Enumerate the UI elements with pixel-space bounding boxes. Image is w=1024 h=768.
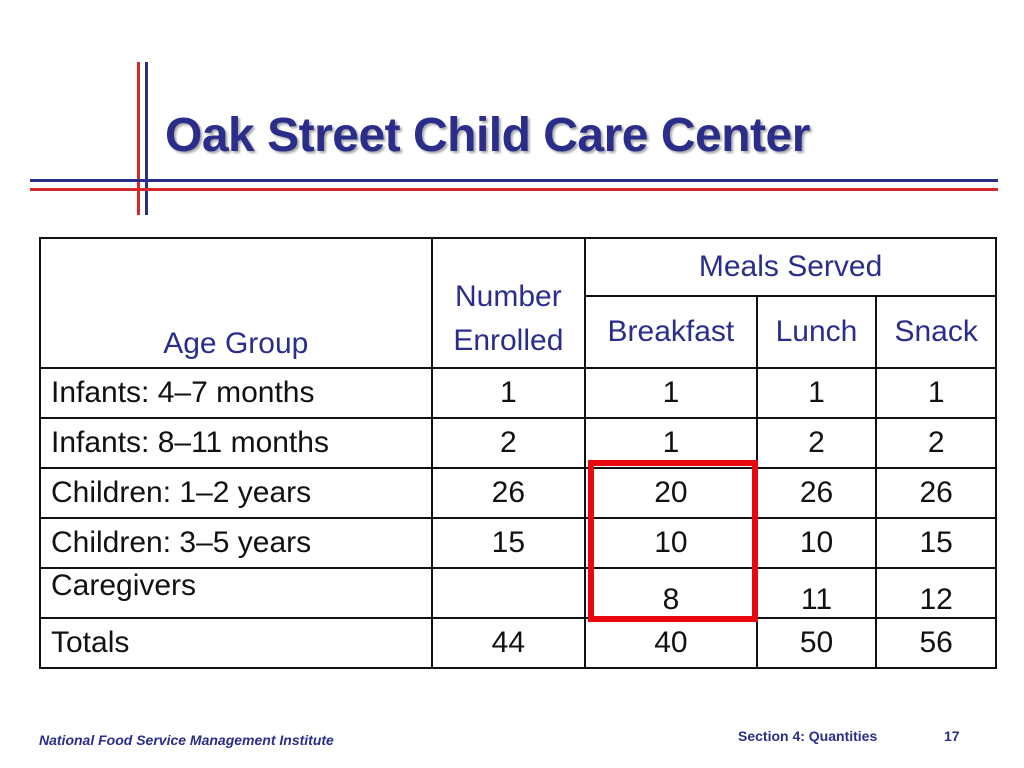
cell-lunch: 11 xyxy=(755,567,878,619)
header-breakfast: Breakfast xyxy=(584,295,758,369)
breakfast-highlight-box xyxy=(588,460,758,622)
slide-title: Oak Street Child Care Center xyxy=(165,109,810,162)
cell-breakfast: 1 xyxy=(584,367,758,419)
row-label: Infants: 8–11 months xyxy=(39,417,433,469)
cell-breakfast: 20 xyxy=(584,467,758,519)
cell-breakfast: 40 xyxy=(584,617,758,669)
row-label: Children: 1–2 years xyxy=(39,467,433,519)
cell-lunch: 50 xyxy=(755,617,878,669)
cell-snack: 1 xyxy=(875,367,997,419)
decorative-horizontal-red-line xyxy=(30,188,998,191)
cell-lunch: 2 xyxy=(755,417,878,469)
decorative-vertical-blue-line xyxy=(145,62,148,215)
header-lunch: Lunch xyxy=(755,295,878,369)
table-row: Children: 1–2 years 26 20 26 26 xyxy=(39,467,997,519)
cell-snack: 15 xyxy=(875,517,997,569)
cell-enrolled: 2 xyxy=(430,417,587,469)
header-number-enrolled: Number Enrolled xyxy=(430,237,587,369)
row-label: Infants: 4–7 months xyxy=(39,367,433,419)
row-label: Children: 3–5 years xyxy=(39,517,433,569)
meals-table: Age Group Number Enrolled Meals Served B… xyxy=(39,237,997,669)
cell-breakfast: 10 xyxy=(584,517,758,569)
header-age-group: Age Group xyxy=(39,237,433,369)
footer-section: Section 4: Quantities xyxy=(738,728,878,744)
decorative-horizontal-blue-line xyxy=(30,179,998,182)
table-row: Infants: 4–7 months 1 1 1 1 xyxy=(39,367,997,419)
table-row-totals: Totals 44 40 50 56 xyxy=(39,617,997,669)
header-meals-served: Meals Served xyxy=(584,237,997,297)
cell-enrolled: 26 xyxy=(430,467,587,519)
footer-institute: National Food Service Management Institu… xyxy=(39,732,334,748)
cell-lunch: 10 xyxy=(755,517,878,569)
table-row: Children: 3–5 years 15 10 10 15 xyxy=(39,517,997,569)
table-row: Caregivers 8 11 12 xyxy=(39,567,997,619)
row-label: Caregivers xyxy=(39,567,433,619)
table-row: Infants: 8–11 months 2 1 2 2 xyxy=(39,417,997,469)
cell-enrolled: 1 xyxy=(430,367,587,419)
cell-snack: 12 xyxy=(875,567,997,619)
cell-enrolled: 15 xyxy=(430,517,587,569)
cell-enrolled xyxy=(430,567,587,619)
cell-lunch: 26 xyxy=(755,467,878,519)
table-header-row: Age Group Number Enrolled Meals Served xyxy=(39,237,997,369)
table-subheader-row: Breakfast Lunch Snack xyxy=(40,295,997,369)
header-snack: Snack xyxy=(875,295,997,369)
cell-snack: 2 xyxy=(875,417,997,469)
footer-page-number: 17 xyxy=(944,728,960,744)
cell-snack: 26 xyxy=(875,467,997,519)
cell-enrolled: 44 xyxy=(430,617,587,669)
decorative-vertical-red-line xyxy=(137,62,140,215)
cell-lunch: 1 xyxy=(755,367,878,419)
header-number-line1: Number xyxy=(455,280,562,313)
row-label: Totals xyxy=(39,617,433,669)
header-number-line2: Enrolled xyxy=(453,324,564,357)
cell-breakfast: 8 xyxy=(584,567,758,619)
cell-snack: 56 xyxy=(875,617,997,669)
